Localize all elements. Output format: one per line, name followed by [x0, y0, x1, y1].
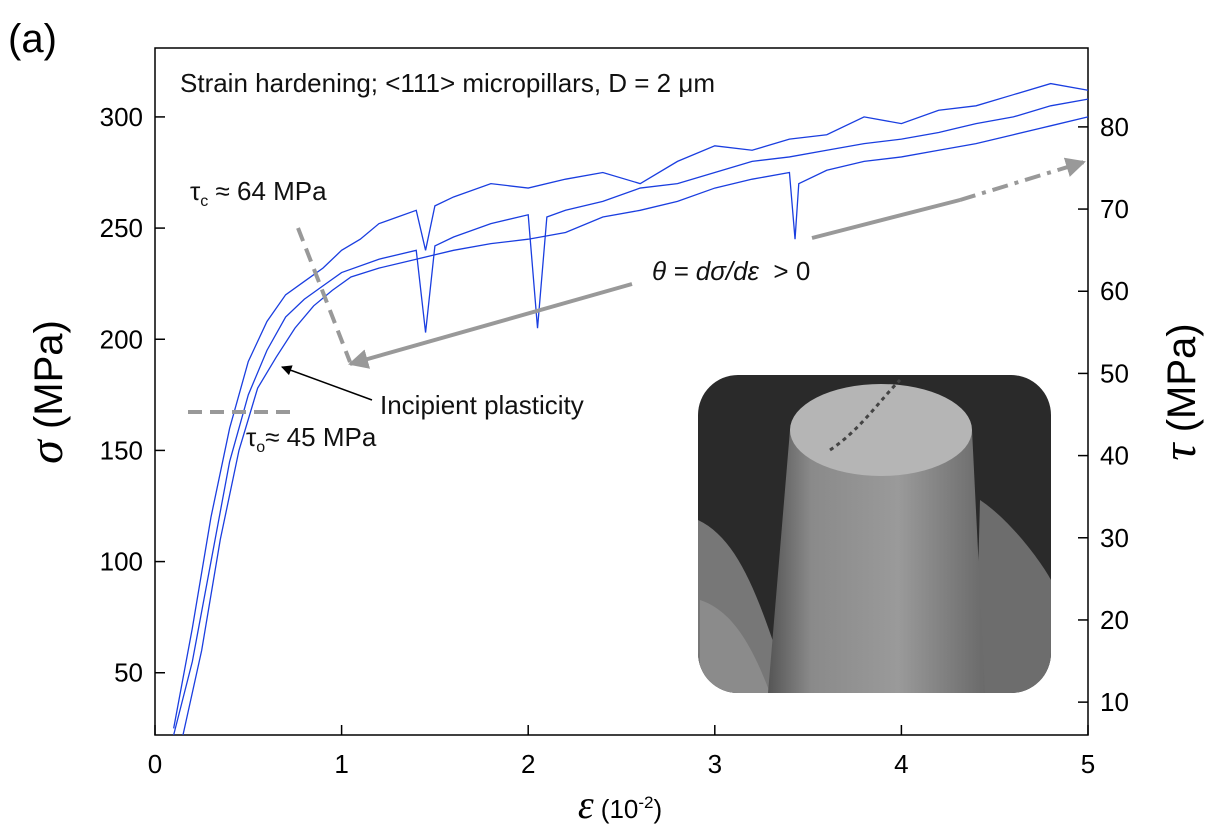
tau: τ: [1153, 442, 1206, 461]
y-unit: (MPa): [27, 320, 71, 440]
epsilon: ε: [578, 782, 594, 827]
y-tick-label: 200: [100, 324, 143, 354]
plot-frame: [154, 47, 1089, 736]
incipient-arrow: [281, 365, 373, 401]
hardening-line: [811, 198, 961, 240]
tau-value: ≈ 64 MPa: [208, 176, 327, 206]
y2-tick-label: 40: [1100, 441, 1129, 471]
y-tick-label: 100: [100, 547, 143, 577]
y2-unit: (MPa): [1160, 323, 1204, 443]
y-axis-label: σ (MPa): [20, 320, 73, 464]
x-tick-label: 4: [894, 749, 908, 779]
x-tick-label: 2: [521, 749, 535, 779]
x-tick-label: 5: [1081, 749, 1095, 779]
tau-symbol: τ: [246, 422, 257, 452]
theta-condition: > 0: [759, 256, 810, 286]
tau-c-line: [296, 227, 352, 363]
tau-value: ≈ 45 MPa: [265, 422, 377, 452]
incipient-label: Incipient plasticity: [380, 390, 584, 420]
y-tick-label: 250: [100, 213, 143, 243]
y2-tick-label: 10: [1100, 687, 1129, 717]
hardening-extension: [959, 157, 1086, 202]
x-unit: (10: [594, 794, 639, 824]
tau-c-label: τc ≈ 64 MPa: [190, 176, 327, 210]
tau-subscript: o: [256, 439, 265, 456]
x-tick-label: 1: [334, 749, 348, 779]
x-tick-label: 0: [148, 749, 162, 779]
chart-title: Strain hardening; <111> micropillars, D …: [180, 68, 715, 98]
theta-label: θ = dσ/dε > 0: [652, 256, 810, 286]
x-exponent: -2: [638, 793, 653, 812]
y2-tick-label: 50: [1100, 358, 1129, 388]
y2-tick-label: 20: [1100, 605, 1129, 635]
tau-subscript: c: [200, 193, 208, 210]
tau-symbol: τ: [190, 176, 201, 206]
y2-tick-label: 70: [1100, 194, 1129, 224]
y-tick-label: 150: [100, 435, 143, 465]
y-tick-label: 300: [100, 102, 143, 132]
x-tick-label: 3: [708, 749, 722, 779]
tau-o-label: τo≈ 45 MPa: [246, 422, 377, 456]
y2-tick-label: 60: [1100, 276, 1129, 306]
stress-strain-curve: [173, 82, 1089, 729]
sigma: σ: [20, 438, 73, 464]
y-tick-label: 50: [114, 658, 143, 688]
stress-strain-curve: [182, 116, 1089, 736]
inset-image: [698, 375, 1051, 693]
y2-axis-label: τ (MPa): [1153, 323, 1206, 460]
stress-strain-curve: [173, 98, 1089, 736]
y2-tick-label: 80: [1100, 112, 1129, 142]
y2-tick-label: 30: [1100, 523, 1129, 553]
theta-expression: θ = dσ/dε: [652, 256, 760, 286]
hardening-arrow: [348, 282, 633, 369]
panel-label: (a): [8, 17, 57, 61]
x-unit-end: ): [654, 794, 663, 824]
x-axis-label: ε (10-2): [578, 782, 662, 827]
